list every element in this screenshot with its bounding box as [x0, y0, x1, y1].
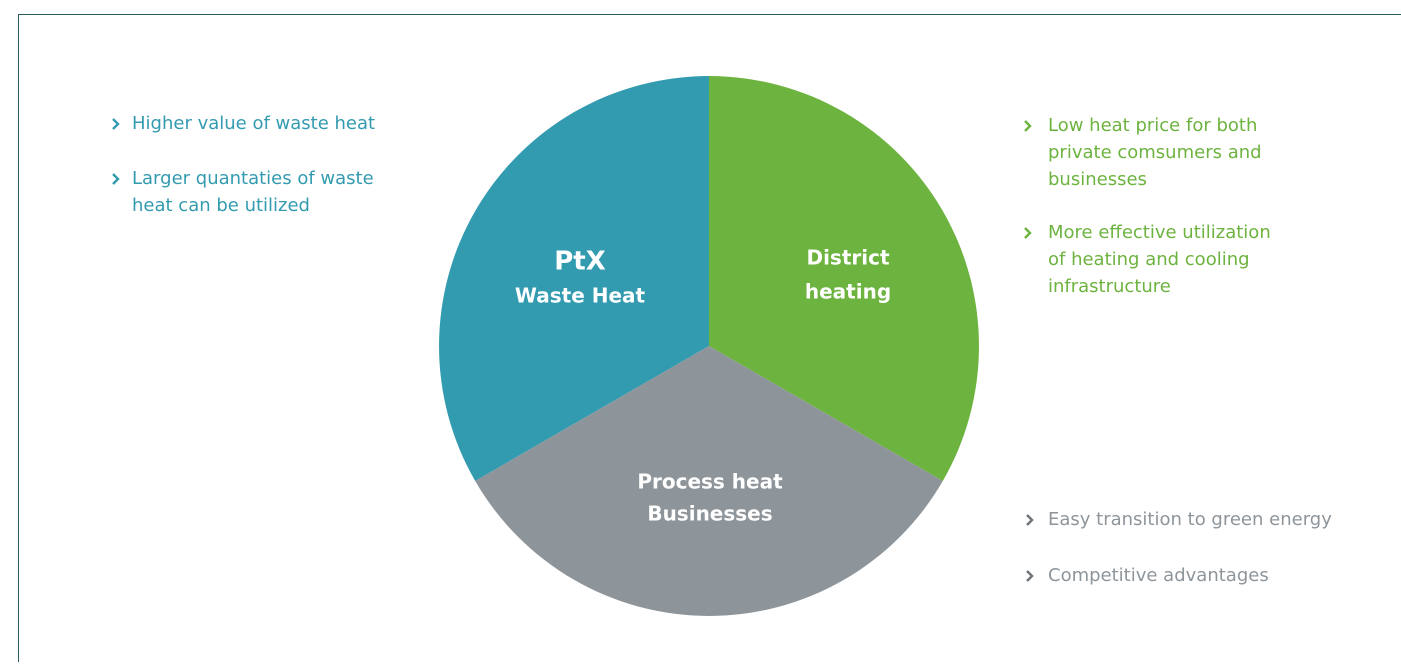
segment-label: District — [806, 246, 889, 270]
segment-label: Process heat — [637, 470, 783, 494]
bullet-text: Larger quantaties of waste — [132, 168, 374, 189]
bullet-text: heat can be utilized — [132, 195, 310, 216]
bullet-text: private comsumers and — [1048, 142, 1262, 163]
bullet-text: infrastructure — [1048, 276, 1171, 297]
segment-label: PtX — [554, 247, 606, 277]
slice-ptx — [439, 76, 709, 481]
bullet-text: Easy transition to green energy — [1048, 509, 1332, 530]
segment-label: heating — [805, 280, 891, 304]
slice-district — [709, 76, 979, 481]
bullet-text: of heating and cooling — [1048, 249, 1250, 270]
chevron — [1024, 120, 1032, 132]
chevron — [112, 173, 120, 185]
bullet-text: More effective utilization — [1048, 222, 1271, 243]
chevron — [1026, 514, 1034, 526]
slice-process — [475, 346, 943, 616]
bullet-text: Higher value of waste heat — [132, 113, 375, 134]
segment-label: Waste Heat — [515, 284, 646, 308]
segment-label: Businesses — [647, 502, 772, 526]
chevron — [1026, 570, 1034, 582]
bullet-text: Low heat price for both — [1048, 115, 1257, 136]
bullet-text: Competitive advantages — [1048, 565, 1269, 586]
chevron — [1024, 227, 1032, 239]
chevron — [112, 118, 120, 130]
bullet-text: businesses — [1048, 169, 1147, 190]
